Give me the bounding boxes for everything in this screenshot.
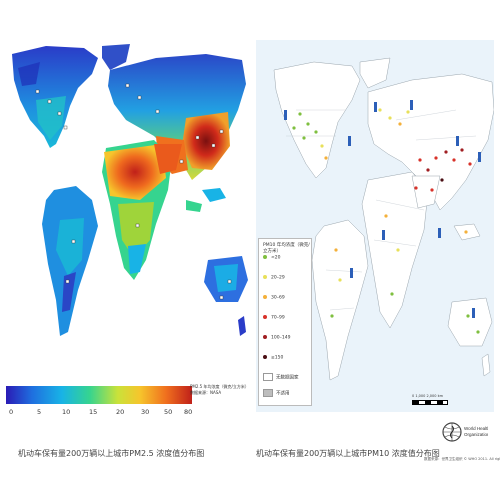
pm25-color-scale [6, 386, 192, 404]
pm25-legend-note: PM2.5 年均浓度（微克/立方米） 数据来源：NASA [190, 384, 249, 396]
who-name-line1: World Health [464, 426, 488, 431]
pm10-city-markers [292, 108, 480, 334]
legend-swatch-no-data [263, 373, 273, 381]
legend-swatch-70-99 [263, 315, 267, 319]
scale-label-0: 0 [9, 408, 14, 416]
legend-label-not-applicable: 不适用 [276, 391, 290, 397]
pm10-map-caption: 机动车保有量200万辆以上城市PM10 浓度值分布图 [256, 449, 440, 458]
distance-scale-label: 0 1,000 2,000 km [412, 394, 444, 398]
pm25-legend-line1: PM2.5 年均浓度（微克/立方米） [190, 384, 249, 389]
pm10-eurasia [367, 73, 494, 211]
who-logo: World Health Organization [442, 422, 488, 442]
scale-label-80: 80 [184, 408, 193, 416]
legend-label-lt20: <20 [271, 255, 281, 261]
legend-swatch-100-149 [263, 335, 267, 339]
scale-label-50: 50 [164, 408, 173, 416]
legend-label-20-29: 20–29 [271, 275, 285, 281]
legend-swatch-30-69 [263, 295, 267, 299]
scale-label-15: 15 [89, 408, 98, 416]
legend-swatch-ge150 [263, 355, 267, 359]
pm10-south-america [311, 219, 369, 381]
pm10-australia [447, 297, 493, 347]
who-source-note: 数据来源：世界卫生组织 © WHO 2011. All rights reser… [424, 457, 500, 461]
legend-label-ge150: ≥150 [271, 355, 284, 361]
who-name-line2: Organization [464, 432, 488, 437]
scale-label-5: 5 [37, 408, 42, 416]
city-marker-group [35, 83, 232, 300]
pm25-map-caption: 机动车保有量200万辆以上城市PM2.5 浓度值分布图 [18, 449, 205, 458]
legend-label-no-data: 无数据国家 [276, 375, 299, 381]
distance-scale-bar [412, 400, 448, 405]
pm25-legend-line2: 数据来源：NASA [190, 390, 222, 395]
legend-label-100-149: 100–149 [271, 335, 291, 341]
pm10-legend-title: PM10 年均浓度（微克/立方米） [263, 243, 310, 254]
greenland-landmass [102, 44, 130, 70]
scale-label-10: 10 [62, 408, 71, 416]
scale-label-20: 20 [116, 408, 125, 416]
scale-label-30: 30 [141, 408, 150, 416]
legend-swatch-not-applicable [263, 389, 273, 397]
pm25-world-map [12, 44, 248, 336]
legend-label-30-69: 30–69 [271, 295, 285, 301]
legend-swatch-20-29 [263, 275, 267, 279]
pm10-legend: PM10 年均浓度（微克/立方米） <20 20–29 30–69 70–99 … [258, 238, 312, 406]
legend-swatch-lt20 [263, 255, 267, 259]
legend-label-70-99: 70–99 [271, 315, 285, 321]
